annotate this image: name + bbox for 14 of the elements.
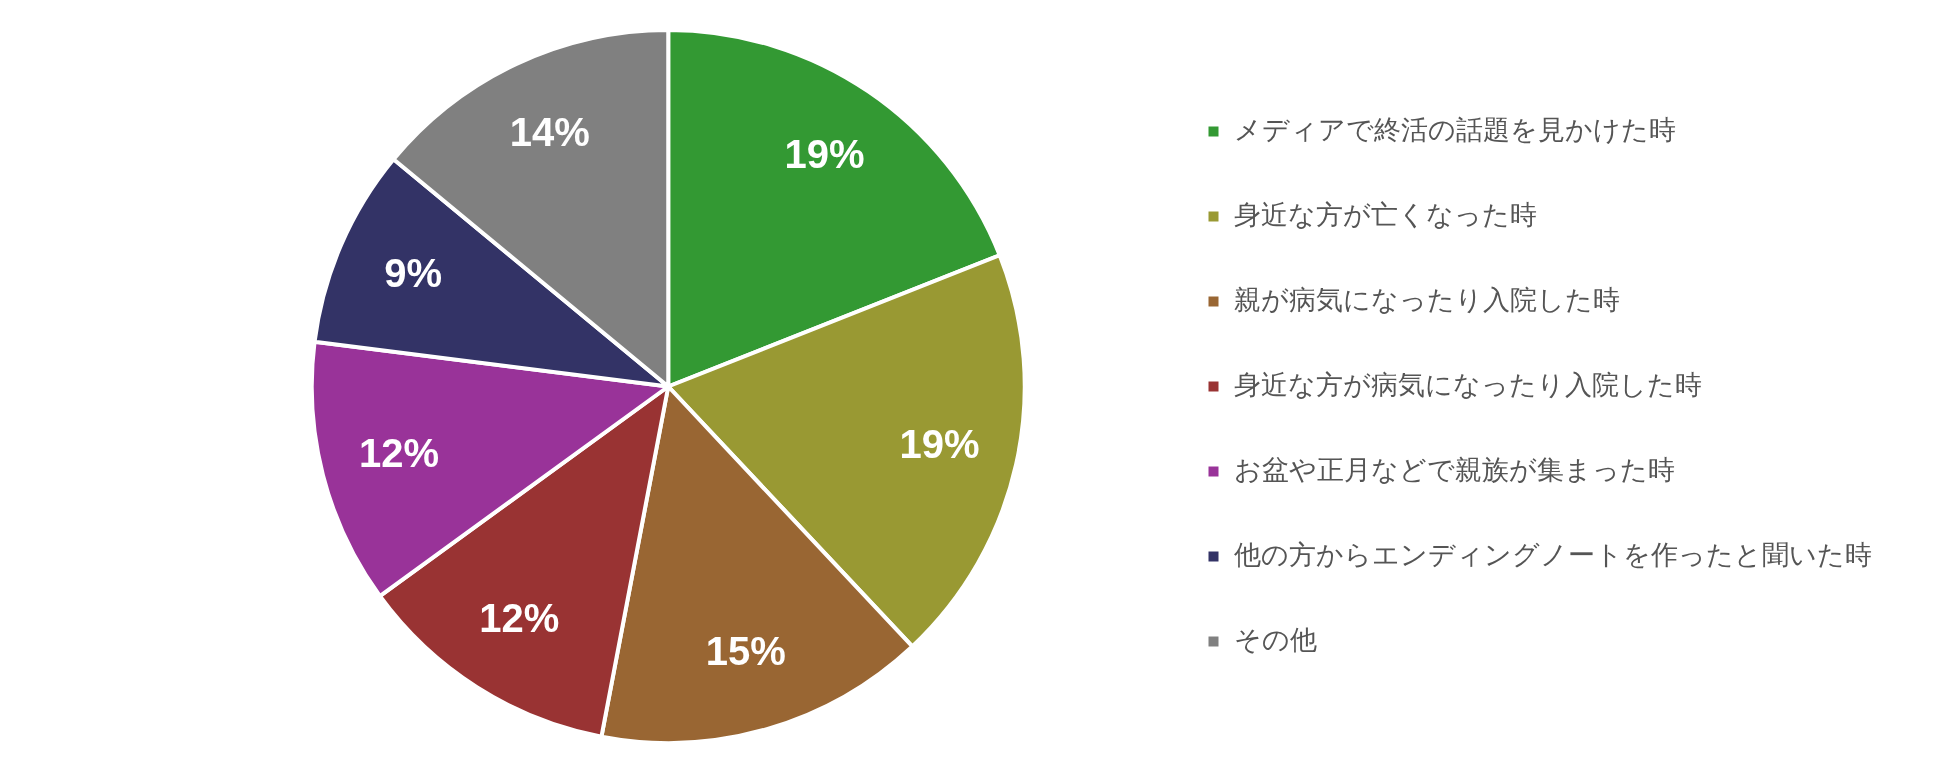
legend-label: 身近な方が病気になったり入院した時 — [1234, 368, 1702, 400]
legend-label: 他の方からエンディングノートを作ったと聞いた時 — [1234, 538, 1872, 570]
legend-label: お盆や正月などで親族が集まった時 — [1234, 453, 1675, 485]
data-label: 9% — [384, 251, 442, 296]
data-label: 12% — [479, 596, 560, 641]
data-label: 12% — [358, 430, 439, 475]
legend-label: 親が病気になったり入院した時 — [1234, 283, 1620, 315]
legend-label: 身近な方が亡くなった時 — [1234, 198, 1537, 230]
data-label: 14% — [509, 109, 590, 154]
legend-label: その他 — [1234, 623, 1317, 655]
legend-label: メディアで終活の話題を見かけた時 — [1234, 113, 1676, 145]
data-label: 15% — [705, 628, 786, 673]
data-label: 19% — [784, 131, 865, 176]
data-label: 19% — [899, 422, 980, 467]
